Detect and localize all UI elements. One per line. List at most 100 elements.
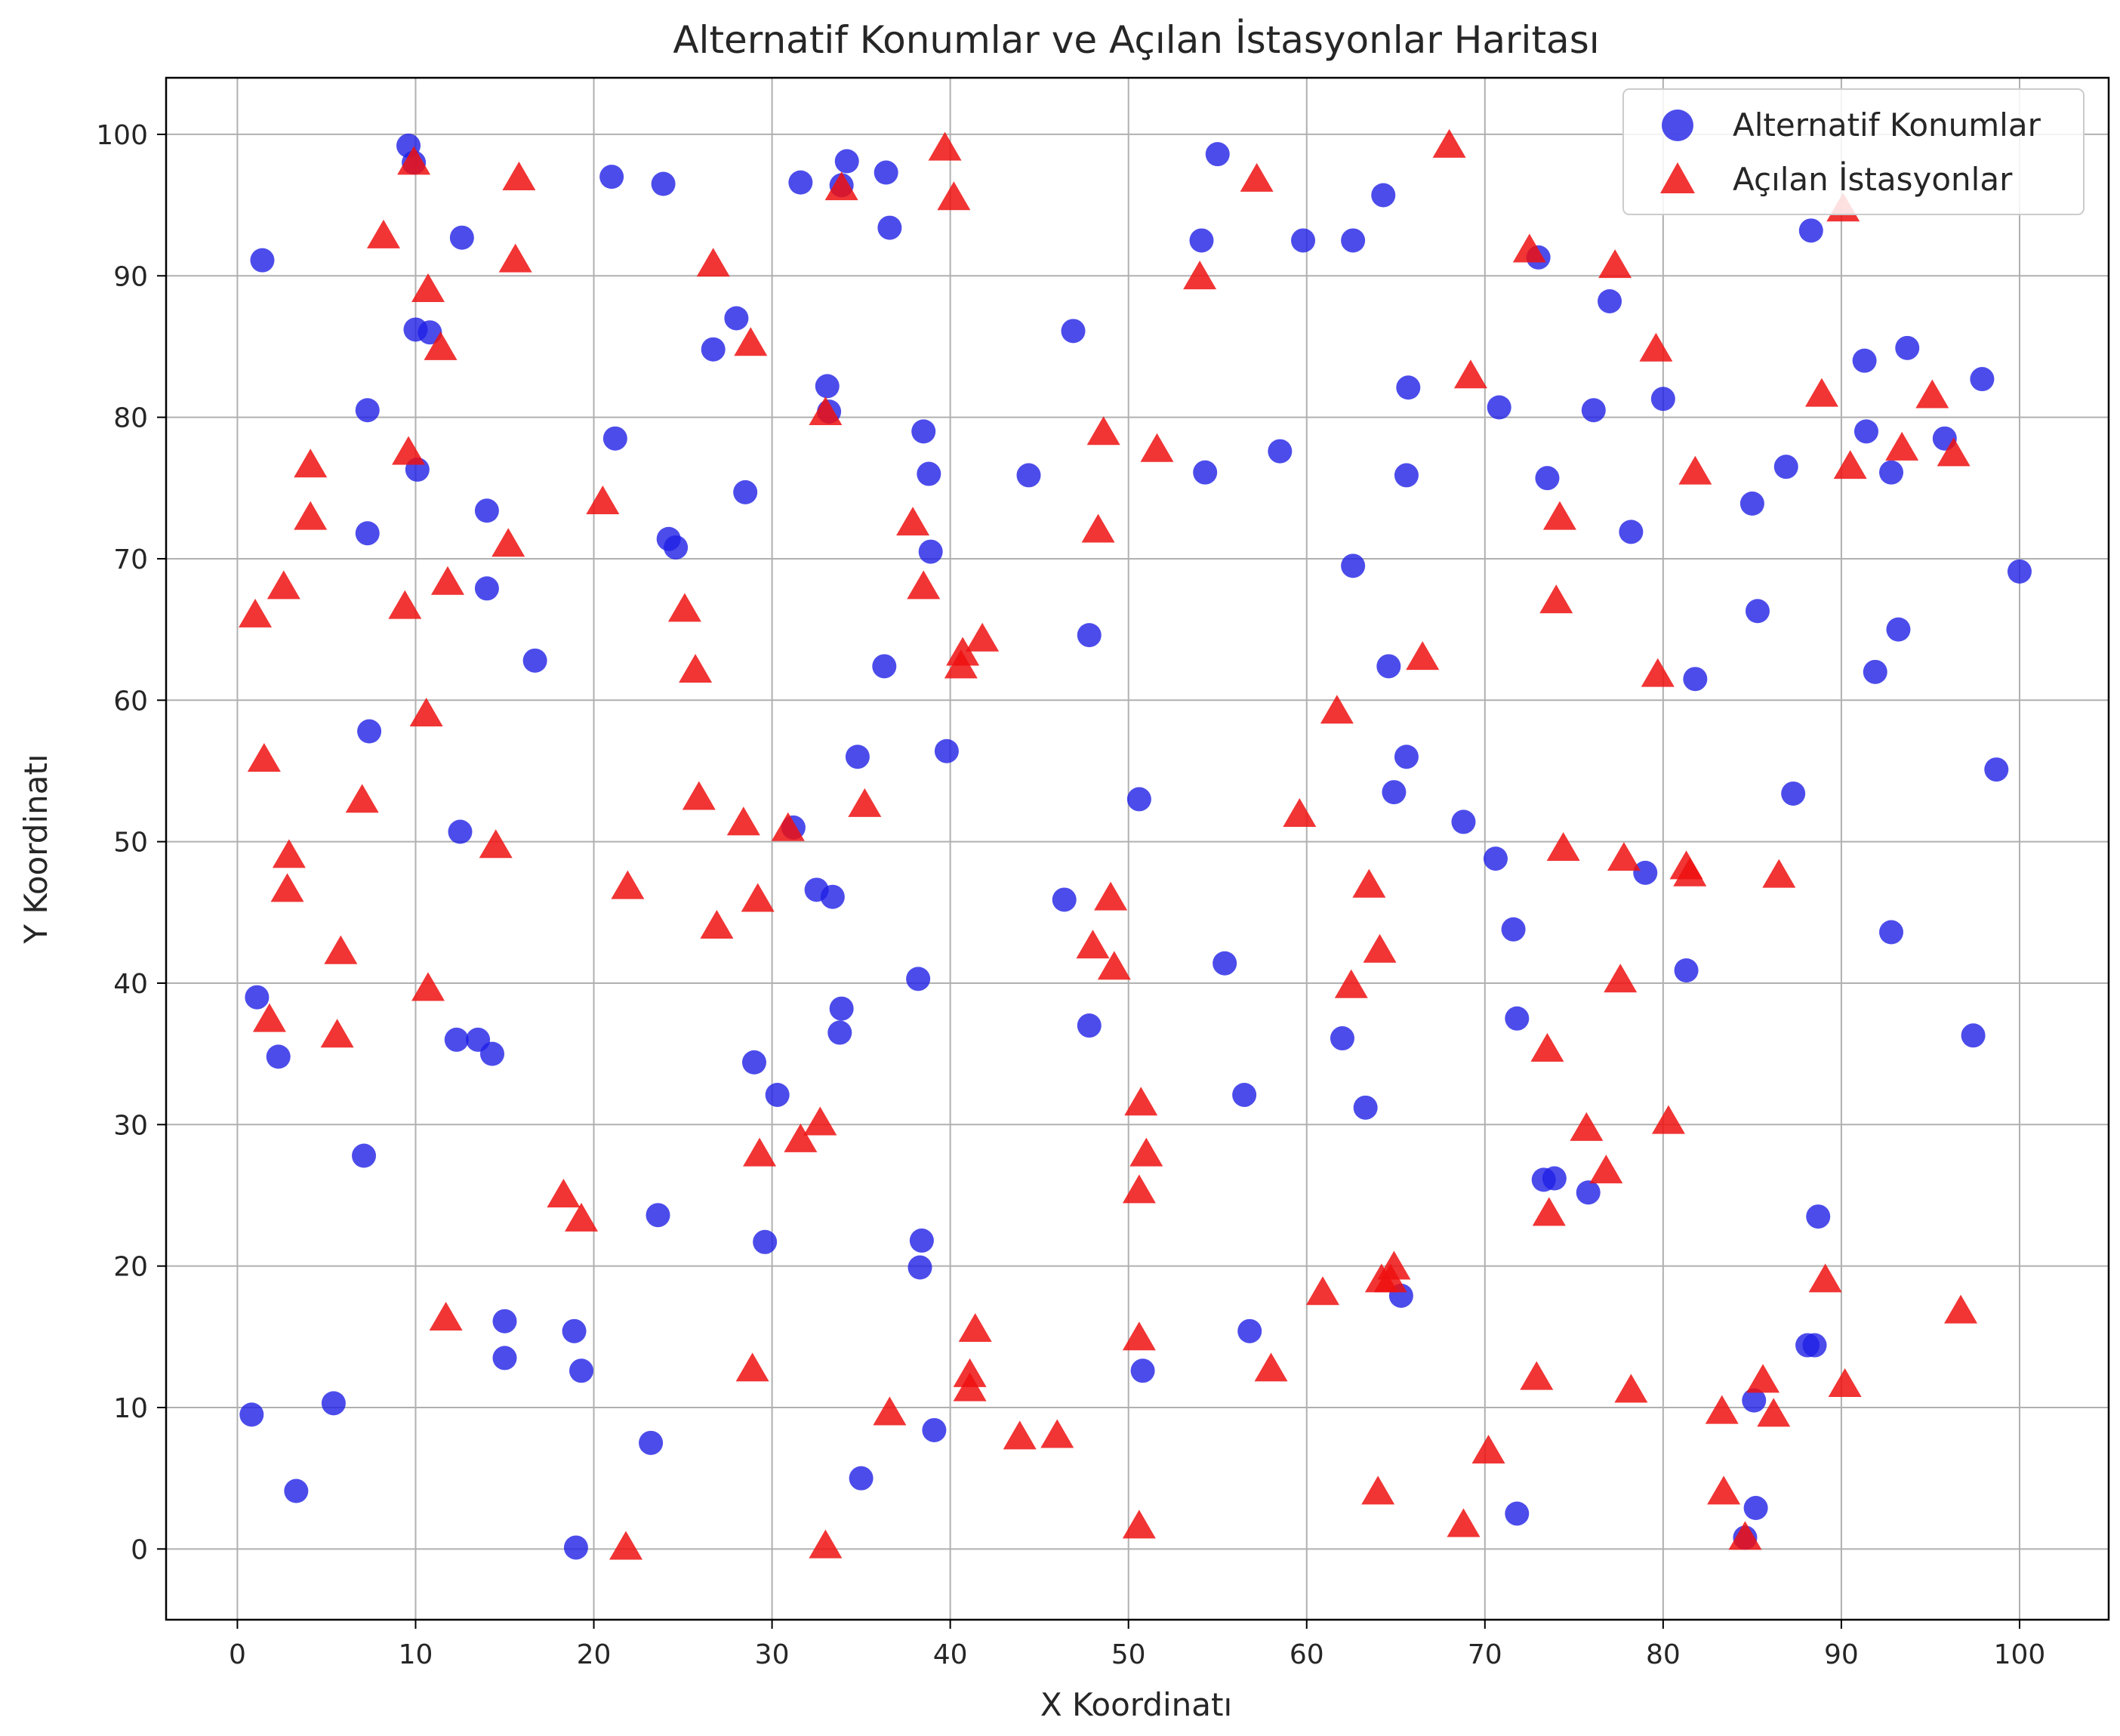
acilan-istasyon-point: [953, 1358, 987, 1387]
alternatif-konum-point: [1535, 466, 1560, 491]
acilan-istasyon-point: [743, 1137, 777, 1167]
acilan-istasyon-point: [345, 784, 379, 813]
alternatif-konum-point: [492, 1309, 517, 1334]
acilan-istasyon-point: [409, 698, 443, 727]
acilan-istasyon-point: [611, 870, 645, 899]
alternatif-konum-point: [245, 985, 270, 1010]
alternatif-konum-point: [1130, 1358, 1155, 1383]
alternatif-konum-point: [522, 648, 547, 673]
acilan-istasyon-point: [429, 1301, 463, 1331]
acilan-istasyon-point: [1334, 969, 1368, 998]
legend-circle-marker: [1662, 109, 1693, 141]
alternatif-konum-point: [1984, 757, 2009, 782]
alternatif-konum-point: [2007, 559, 2032, 584]
alternatif-konum-point: [849, 1466, 874, 1491]
alternatif-konum-point: [1879, 460, 1904, 485]
x-tick-label: 0: [229, 1639, 246, 1670]
alternatif-konum-point: [1576, 1180, 1601, 1205]
alternatif-konum-point: [1505, 1501, 1530, 1526]
alternatif-konum-point: [1451, 809, 1476, 834]
alternatif-konum-point: [602, 426, 627, 451]
acilan-istasyon-point: [848, 788, 882, 817]
alternatif-konum-point: [1205, 142, 1230, 167]
alternatif-konum-point: [845, 745, 870, 769]
acilan-istasyon-point: [679, 653, 713, 683]
alternatif-konum-point: [733, 479, 758, 504]
y-tick-label: 70: [113, 544, 148, 575]
legend-box: [1622, 88, 2085, 215]
acilan-istasyon-point: [1305, 1276, 1339, 1306]
acilan-istasyon-point: [726, 806, 760, 836]
alternatif-konum-point: [829, 996, 854, 1021]
acilan-istasyon-point: [784, 1123, 818, 1152]
alternatif-konum-point: [1895, 335, 1920, 360]
acilan-istasyon-point: [1641, 658, 1675, 687]
alternatif-konum-point: [906, 967, 931, 991]
alternatif-konum-point: [827, 1020, 852, 1045]
acilan-istasyon-point: [1530, 1033, 1564, 1062]
acilan-istasyon-point: [1520, 1361, 1554, 1390]
acilan-istasyon-point: [1589, 1155, 1623, 1184]
alternatif-konum-point: [1970, 367, 1995, 392]
acilan-istasyon-point: [1283, 798, 1317, 828]
alternatif-konum-point: [448, 819, 473, 844]
acilan-istasyon-point: [682, 781, 716, 810]
acilan-istasyon-point: [696, 248, 730, 277]
alternatif-konum-point: [449, 225, 474, 250]
alternatif-konum-point: [1376, 654, 1401, 679]
acilan-istasyon-point: [498, 243, 532, 273]
acilan-istasyon-point: [1804, 378, 1838, 407]
alternatif-konum-point: [1193, 460, 1218, 485]
y-tick-label: 0: [131, 1534, 148, 1565]
acilan-istasyon-point: [1240, 162, 1274, 192]
x-tick-label: 60: [1290, 1639, 1324, 1670]
acilan-istasyon-point: [424, 331, 458, 360]
alternatif-konum-point: [479, 1041, 504, 1066]
alternatif-konum-point: [1189, 228, 1214, 253]
acilan-istasyon-point: [1757, 1398, 1791, 1427]
alternatif-konum-point: [1879, 920, 1904, 945]
alternatif-konum-point: [1394, 745, 1419, 769]
acilan-istasyon-point: [1604, 964, 1638, 993]
alternatif-konum-point: [820, 884, 845, 909]
acilan-istasyon-point: [1124, 1087, 1158, 1116]
alternatif-konum-point: [1077, 623, 1102, 648]
acilan-istasyon-point: [1762, 859, 1796, 888]
alternatif-konumlar-series: [239, 133, 2032, 1560]
alternatif-konum-point: [1674, 958, 1699, 983]
acilan-istasyon-point: [1651, 1105, 1685, 1134]
alternatif-konum-point: [1126, 787, 1151, 812]
acilan-istasyon-point: [1808, 1263, 1842, 1293]
alternatif-konum-point: [1581, 398, 1606, 423]
legend: Alternatif Konumlar Açılan İstasyonlar: [1622, 88, 2085, 215]
acilan-istasyon-point: [1373, 1263, 1407, 1293]
alternatif-konum-point: [492, 1346, 517, 1371]
acilan-istasyon-point: [1570, 1112, 1604, 1141]
acilan-istasyon-point: [1040, 1419, 1074, 1448]
acilan-istasyon-point: [1097, 951, 1131, 980]
alternatif-konum-point: [474, 576, 499, 601]
alternatif-konum-point: [1852, 348, 1877, 373]
alternatif-konum-point: [834, 149, 859, 174]
acilan-istasyon-point: [1512, 233, 1546, 263]
alternatif-konum-point: [1396, 375, 1421, 400]
alternatif-konum-point: [1781, 781, 1806, 806]
acilan-istasyon-point: [397, 146, 431, 175]
acilan-istasyon-point: [1728, 1521, 1762, 1550]
alternatif-konum-point: [563, 1535, 588, 1560]
legend-label-alternatif: Alternatif Konumlar: [1733, 106, 2041, 143]
alternatif-konum-point: [815, 374, 840, 399]
acilan-istasyon-point: [270, 873, 304, 902]
alternatif-konum-point: [1213, 951, 1237, 976]
acilan-istasyon-point: [1542, 501, 1576, 530]
acilan-istasyon-point: [1885, 431, 1919, 461]
acilan-istasyon-point: [928, 131, 962, 161]
alternatif-konum-point: [1742, 1388, 1767, 1413]
acilan-istasyon-point: [1094, 881, 1128, 911]
y-tick-label: 100: [96, 120, 148, 151]
alternatif-konum-point: [1483, 846, 1508, 871]
acilan-istasyon-point: [667, 593, 701, 622]
acilan-istasyon-point: [1746, 1364, 1780, 1393]
